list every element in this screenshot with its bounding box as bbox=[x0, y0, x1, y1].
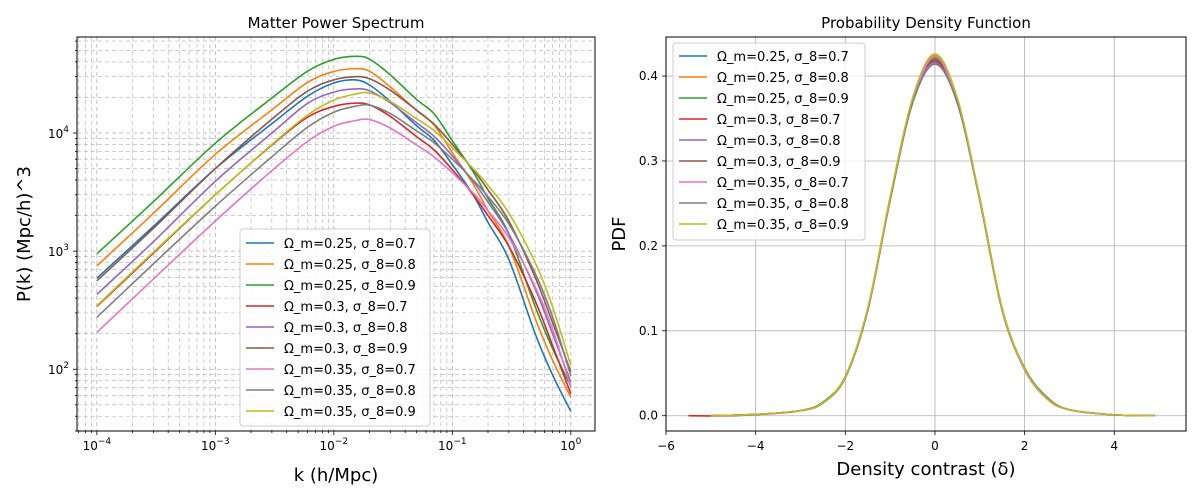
series-line bbox=[96, 88, 572, 383]
y-tick-label: 0.1 bbox=[639, 324, 658, 338]
legend-label: Ω_m=0.35, σ_8=0.9 bbox=[717, 218, 849, 233]
legend-label: Ω_m=0.3, σ_8=0.8 bbox=[717, 134, 841, 149]
legend-label: Ω_m=0.35, σ_8=0.8 bbox=[717, 197, 849, 212]
legend-label: Ω_m=0.35, σ_8=0.8 bbox=[284, 384, 416, 399]
legend-label: Ω_m=0.25, σ_8=0.8 bbox=[284, 258, 416, 273]
series-lines bbox=[96, 55, 572, 412]
x-tick-label: 100 bbox=[560, 437, 581, 453]
y-tick-label: 104 bbox=[48, 125, 69, 141]
legend-label: Ω_m=0.3, σ_8=0.9 bbox=[717, 155, 841, 170]
y-tick-label: 0.2 bbox=[639, 239, 658, 253]
legend-label: Ω_m=0.25, σ_8=0.7 bbox=[717, 50, 849, 65]
x-tick-label: −2 bbox=[836, 439, 854, 453]
series-line bbox=[96, 103, 572, 377]
legend-box bbox=[672, 42, 866, 241]
legend-label: Ω_m=0.3, σ_8=0.7 bbox=[284, 300, 408, 315]
y-axis-label: PDF bbox=[609, 216, 630, 251]
legend-label: Ω_m=0.3, σ_8=0.7 bbox=[717, 113, 841, 128]
x-tick-label: 10−1 bbox=[438, 437, 467, 453]
x-tick-label: −4 bbox=[747, 439, 765, 453]
y-tick-label: 0.4 bbox=[639, 69, 658, 83]
legend-label: Ω_m=0.25, σ_8=0.7 bbox=[284, 237, 416, 252]
legend: Ω_m=0.25, σ_8=0.7 Ω_m=0.25, σ_8=0.8 Ω_m=0.… bbox=[672, 42, 866, 241]
legend: Ω_m=0.25, σ_8=0.7 Ω_m=0.25, σ_8=0.8 Ω_m=0.… bbox=[239, 228, 431, 427]
y-tick-label: 102 bbox=[48, 361, 69, 377]
x-tick-label: 2 bbox=[1021, 439, 1029, 453]
legend-label: Ω_m=0.25, σ_8=0.8 bbox=[717, 71, 849, 86]
series-line bbox=[710, 53, 1155, 417]
chart-title: Probability Density Function bbox=[821, 14, 1031, 32]
y-axis-label: P(k) (Mpc/h)^3 bbox=[14, 166, 35, 302]
y-tick-label: 0.0 bbox=[639, 409, 658, 423]
legend-label: Ω_m=0.25, σ_8=0.9 bbox=[284, 279, 416, 294]
legend-label: Ω_m=0.25, σ_8=0.9 bbox=[717, 92, 849, 107]
series-line bbox=[96, 118, 572, 388]
x-tick-label: 10−2 bbox=[320, 437, 349, 453]
y-tick-label: 103 bbox=[48, 243, 69, 259]
legend-label: Ω_m=0.35, σ_8=0.9 bbox=[284, 405, 416, 420]
x-axis-label: k (h/Mpc) bbox=[294, 465, 379, 486]
x-axis-label: Density contrast (δ) bbox=[836, 459, 1015, 480]
x-tick-label: 10−3 bbox=[201, 437, 230, 453]
series-line bbox=[96, 75, 572, 373]
chart-title: Matter Power Spectrum bbox=[248, 14, 425, 32]
x-tick-label: 10−4 bbox=[83, 437, 112, 453]
pdf-panel: −6 −4 −2 0 2 4 0.0 0.1 0.2 0.3 0.4 Probability Dens… bbox=[609, 14, 1187, 480]
plot-frame bbox=[76, 36, 596, 432]
legend-label: Ω_m=0.3, σ_8=0.8 bbox=[284, 321, 408, 336]
x-tick-label: 4 bbox=[1110, 439, 1118, 453]
y-tick-label: 0.3 bbox=[639, 154, 658, 168]
series-line bbox=[96, 91, 572, 366]
ticks bbox=[73, 40, 572, 435]
legend-label: Ω_m=0.3, σ_8=0.9 bbox=[284, 342, 408, 357]
x-tick-label: 0 bbox=[931, 439, 939, 453]
power-spectrum-panel: 10−4 10−3 10−2 10−1 100 102 103 104 Matter Power… bbox=[14, 14, 596, 486]
legend-box bbox=[239, 228, 431, 427]
series-lines bbox=[688, 53, 1155, 417]
legend-label: Ω_m=0.35, σ_8=0.7 bbox=[717, 176, 849, 191]
legend-label: Ω_m=0.35, σ_8=0.7 bbox=[284, 363, 416, 378]
x-tick-label: −6 bbox=[657, 439, 675, 453]
plot-frame bbox=[665, 36, 1187, 432]
